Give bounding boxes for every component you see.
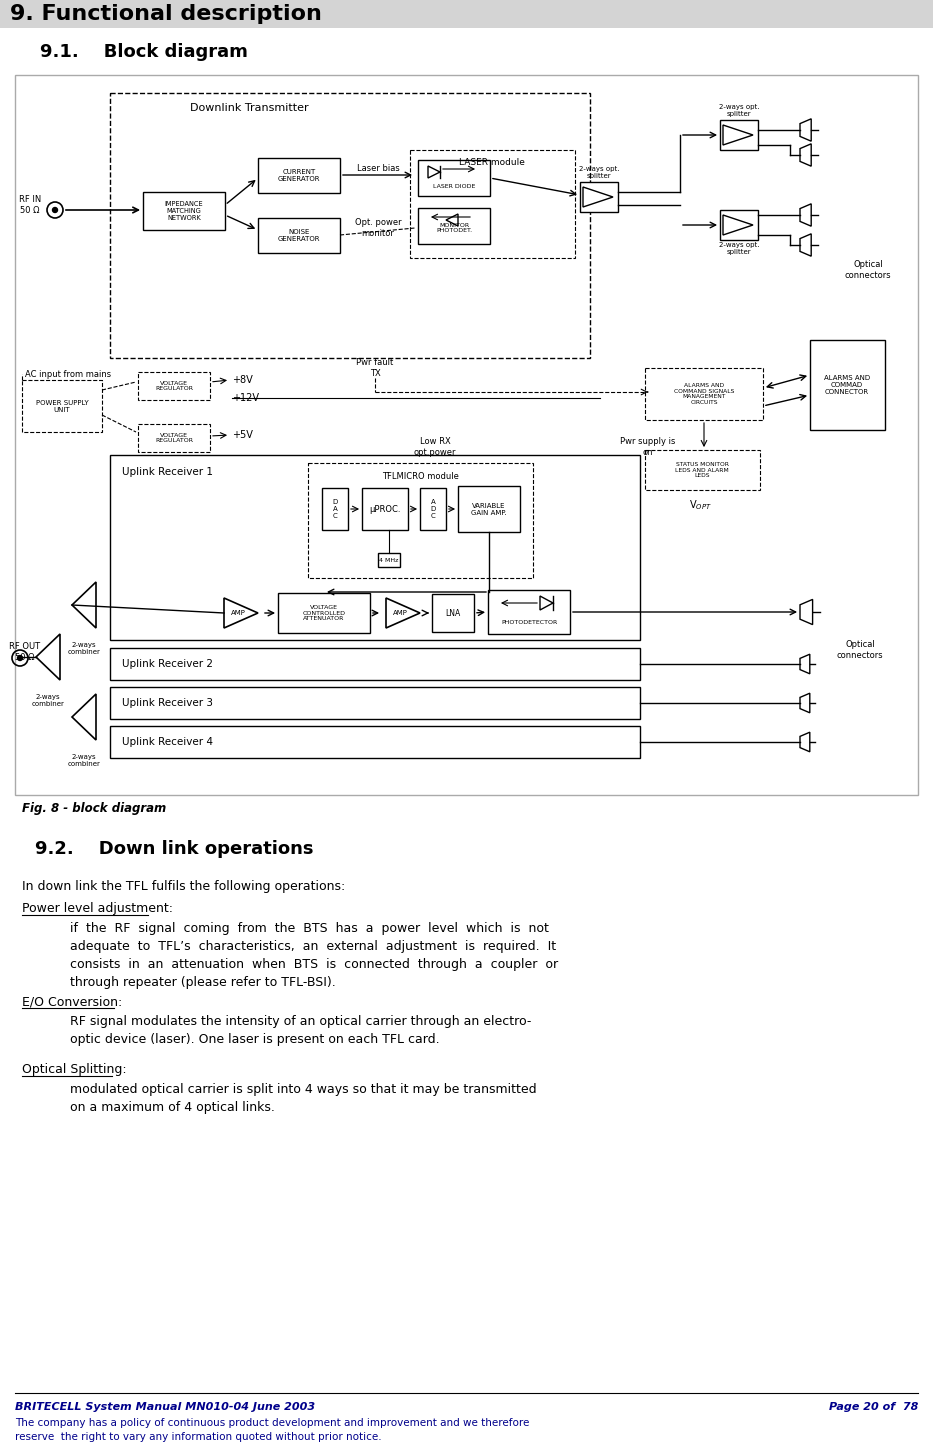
Text: 9. Functional description: 9. Functional description <box>10 4 322 25</box>
Text: Pwr fault
TX: Pwr fault TX <box>356 358 394 377</box>
Text: AMP: AMP <box>393 610 408 616</box>
Bar <box>378 552 400 567</box>
Text: NOISE
GENERATOR: NOISE GENERATOR <box>278 229 320 242</box>
Bar <box>720 120 758 149</box>
Text: In down link the TFL fulfils the following operations:: In down link the TFL fulfils the followi… <box>22 880 345 893</box>
Text: The company has a policy of continuous product development and improvement and w: The company has a policy of continuous p… <box>15 1418 529 1441</box>
Bar <box>420 489 446 531</box>
Text: VOLTAGE
REGULATOR: VOLTAGE REGULATOR <box>155 432 193 444</box>
Text: TFLMICRO module: TFLMICRO module <box>382 473 458 481</box>
Bar <box>22 380 102 432</box>
Bar <box>258 158 340 193</box>
Text: Power level adjustment:: Power level adjustment: <box>22 902 173 915</box>
Text: +12V: +12V <box>232 393 259 403</box>
Bar <box>322 489 348 531</box>
Bar <box>258 218 340 252</box>
Bar <box>110 726 640 758</box>
Text: if  the  RF  signal  coming  from  the  BTS  has  a  power  level  which  is  no: if the RF signal coming from the BTS has… <box>70 922 558 989</box>
Text: +5V: +5V <box>232 431 253 439</box>
Text: 2-ways opt.
splitter: 2-ways opt. splitter <box>578 165 620 178</box>
Bar <box>810 339 885 431</box>
Text: 2-ways
combiner: 2-ways combiner <box>67 641 101 654</box>
Bar <box>580 183 618 212</box>
Bar <box>0 0 933 28</box>
Bar <box>720 210 758 241</box>
Text: RF IN
50 Ω: RF IN 50 Ω <box>19 196 41 215</box>
Bar <box>110 93 590 358</box>
Bar <box>382 594 424 632</box>
Text: +8V: +8V <box>232 376 253 386</box>
Circle shape <box>52 207 58 213</box>
Text: ALARMS AND
COMMAD
CONNECTOR: ALARMS AND COMMAD CONNECTOR <box>824 376 870 394</box>
Text: Uplink Receiver 4: Uplink Receiver 4 <box>122 737 213 747</box>
Bar <box>645 368 763 420</box>
Text: Optical
connectors: Optical connectors <box>837 641 884 660</box>
Bar <box>645 450 760 490</box>
Text: VOLTAGE
REGULATOR: VOLTAGE REGULATOR <box>155 380 193 392</box>
Text: E/O Conversion:: E/O Conversion: <box>22 995 122 1008</box>
Text: STATUS MONITOR
LEDS AND ALARM
LEDS: STATUS MONITOR LEDS AND ALARM LEDS <box>675 461 729 479</box>
Bar <box>138 423 210 452</box>
Bar <box>308 463 533 579</box>
Text: Page 20 of  78: Page 20 of 78 <box>829 1402 918 1412</box>
Bar <box>488 590 570 634</box>
Text: RF signal modulates the intensity of an optical carrier through an electro-
opti: RF signal modulates the intensity of an … <box>70 1015 532 1045</box>
Text: AMP: AMP <box>230 610 245 616</box>
Bar <box>110 648 640 680</box>
Text: V$_{OPT}$: V$_{OPT}$ <box>689 499 711 512</box>
Bar <box>110 455 640 639</box>
Bar <box>110 687 640 719</box>
Text: ALARMS AND
COMMAND SIGNALS
MANAGEMENT
CIRCUITS: ALARMS AND COMMAND SIGNALS MANAGEMENT CI… <box>674 383 734 405</box>
Text: MONITOR
PHOTODET.: MONITOR PHOTODET. <box>436 223 472 233</box>
Text: Optical Splitting:: Optical Splitting: <box>22 1063 127 1076</box>
Text: VOLTAGE
CONTROLLED
ATTENUATOR: VOLTAGE CONTROLLED ATTENUATOR <box>302 605 345 621</box>
Text: AC input from mains: AC input from mains <box>25 370 111 378</box>
Bar <box>143 191 225 231</box>
Text: 9.2.    Down link operations: 9.2. Down link operations <box>35 840 313 858</box>
Bar <box>458 486 520 532</box>
Text: Low RX
opt.power: Low RX opt.power <box>413 438 456 457</box>
Text: Uplink Receiver 2: Uplink Receiver 2 <box>122 658 213 668</box>
Text: 2-ways
combiner: 2-ways combiner <box>67 754 101 767</box>
Text: Downlink Transmitter: Downlink Transmitter <box>190 103 309 113</box>
Text: A
D
C: A D C <box>430 499 436 519</box>
Text: Uplink Receiver 1: Uplink Receiver 1 <box>122 467 213 477</box>
Text: 4 MHz: 4 MHz <box>380 557 398 563</box>
Text: BRITECELL System Manual MN010-04 June 2003: BRITECELL System Manual MN010-04 June 20… <box>15 1402 315 1412</box>
Text: LNA: LNA <box>445 609 461 618</box>
Text: Fig. 8 - block diagram: Fig. 8 - block diagram <box>22 802 166 815</box>
Text: modulated optical carrier is split into 4 ways so that it may be transmitted
on : modulated optical carrier is split into … <box>70 1083 536 1114</box>
Text: VARIABLE
GAIN AMP.: VARIABLE GAIN AMP. <box>471 503 507 516</box>
Bar <box>418 207 490 244</box>
Text: 2-ways
combiner: 2-ways combiner <box>32 693 64 706</box>
Text: Pwr supply is
on: Pwr supply is on <box>620 438 675 457</box>
Text: PHOTODETECTOR: PHOTODETECTOR <box>501 619 557 625</box>
Bar <box>418 160 490 196</box>
Text: CURRENT
GENERATOR: CURRENT GENERATOR <box>278 168 320 181</box>
Text: Opt. power
monitor: Opt. power monitor <box>355 219 401 238</box>
Bar <box>410 149 575 258</box>
Text: LASER module: LASER module <box>459 158 525 167</box>
Text: RF OUT
50 Ω: RF OUT 50 Ω <box>9 642 40 661</box>
Bar <box>15 75 918 795</box>
Bar <box>278 593 370 634</box>
Bar <box>432 594 474 632</box>
Text: Uplink Receiver 3: Uplink Receiver 3 <box>122 697 213 708</box>
Text: LASER DIODE: LASER DIODE <box>433 184 475 188</box>
Bar <box>138 373 210 400</box>
Text: Optical
connectors: Optical connectors <box>844 261 891 280</box>
Text: POWER SUPPLY
UNIT: POWER SUPPLY UNIT <box>35 400 89 412</box>
Text: μPROC.: μPROC. <box>369 505 401 513</box>
Bar <box>220 594 262 632</box>
Bar <box>362 489 408 531</box>
Circle shape <box>18 655 22 661</box>
Text: D
A
C: D A C <box>332 499 338 519</box>
Text: 2-ways opt.
splitter: 2-ways opt. splitter <box>718 242 759 255</box>
Text: IMPEDANCE
MATCHING
NETWORK: IMPEDANCE MATCHING NETWORK <box>165 202 203 220</box>
Text: Laser bias: Laser bias <box>356 164 399 173</box>
Text: 2-ways opt.
splitter: 2-ways opt. splitter <box>718 103 759 116</box>
Text: 9.1.    Block diagram: 9.1. Block diagram <box>40 44 248 61</box>
